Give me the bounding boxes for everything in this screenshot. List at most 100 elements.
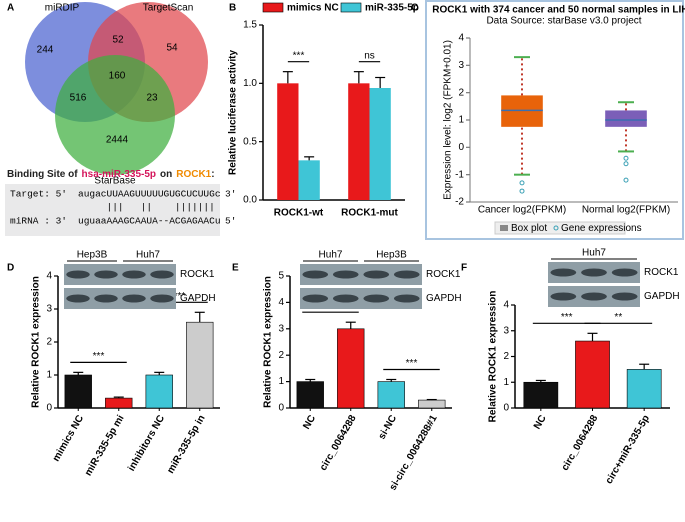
panel-label: F — [461, 263, 467, 274]
legend-swatch — [500, 225, 508, 231]
x-tick-label: miR-335-5p mi — [83, 413, 127, 478]
y-tick-label: 0 — [458, 142, 464, 153]
blot-band — [150, 294, 174, 303]
x-tick-label: inhibitors NC — [126, 413, 167, 473]
bar — [298, 160, 320, 200]
x-tick-label: ROCK1-mut — [341, 208, 398, 219]
y-tick-label: 4 — [503, 300, 509, 311]
seq-suffix: 5' — [225, 216, 236, 227]
blot-group-label: Huh7 — [582, 248, 606, 259]
blot-group-label: Huh7 — [136, 250, 160, 261]
blot-row-label: ROCK1 — [644, 267, 679, 278]
box — [605, 110, 647, 127]
y-tick-label: 0 — [278, 403, 284, 414]
bar — [626, 369, 662, 409]
y-tick-label: 2 — [503, 351, 509, 362]
venn-set-label: TargetScan — [143, 3, 194, 14]
bar — [337, 328, 365, 409]
venn-count: 244 — [37, 45, 54, 56]
seq-prefix: Target: 5' — [10, 189, 67, 200]
y-tick-label: 4 — [278, 297, 284, 308]
y-tick-label: 0 — [46, 403, 52, 414]
bar — [418, 399, 446, 409]
venn-count: 23 — [146, 93, 158, 104]
y-tick-label: 1.0 — [243, 78, 257, 89]
significance-label: *** — [561, 312, 573, 323]
bar — [64, 374, 92, 409]
blot-group-label: Hep3B — [376, 250, 407, 261]
y-axis-label: Relative ROCK1 expression — [263, 276, 274, 408]
binding-title-part: ROCK1 — [176, 169, 211, 180]
legend-swatch — [340, 2, 362, 13]
y-axis-label: Relative ROCK1 expression — [488, 291, 499, 423]
significance-label: *** — [174, 291, 186, 302]
blot-row-label: GAPDH — [644, 291, 680, 302]
bar — [277, 83, 299, 200]
blot-band — [66, 270, 90, 279]
venn-count: 160 — [109, 71, 126, 82]
y-axis-label: Relative luciferase activity — [228, 50, 239, 176]
blot-band — [122, 294, 146, 303]
x-tick-label: miR-335-5p in — [165, 413, 207, 475]
panel-label: D — [7, 263, 14, 274]
blot-band — [611, 268, 638, 277]
bar — [369, 88, 391, 200]
blot-band — [581, 292, 607, 301]
x-tick-label: circ_0064288 — [560, 413, 601, 473]
blot-band — [150, 270, 174, 279]
legend-frame — [494, 221, 626, 235]
y-tick-label: 3 — [503, 325, 509, 336]
y-tick-label: 4 — [458, 33, 464, 44]
blot-band — [302, 294, 329, 303]
blot-row-label: ROCK1 — [180, 269, 215, 280]
panel-label: A — [7, 3, 14, 14]
blot-strip — [64, 264, 176, 285]
x-tick-label: NC — [532, 413, 549, 431]
legend-label: mimics NC — [287, 3, 339, 14]
blot-band — [94, 270, 118, 279]
outlier — [623, 177, 629, 183]
seq-prefix: miRNA : 3' — [10, 216, 67, 227]
y-tick-label: 1 — [503, 377, 509, 388]
blot-band — [550, 268, 577, 277]
y-tick-label: 0.5 — [243, 136, 257, 147]
venn-count: 2444 — [106, 135, 129, 146]
outlier — [623, 155, 629, 161]
blot-band — [332, 270, 359, 279]
blot-band — [393, 294, 420, 303]
bar — [523, 381, 559, 409]
y-tick-label: 2 — [46, 337, 52, 348]
venn-circle — [55, 55, 175, 175]
outlier — [519, 188, 525, 194]
y-axis-label: Relative ROCK1 expression — [31, 276, 42, 408]
panel-label: E — [232, 263, 239, 274]
seq-suffix: 3' — [225, 189, 236, 200]
panel-label: C — [411, 3, 418, 14]
significance-label: ** — [614, 312, 622, 323]
y-tick-label: 2 — [278, 350, 284, 361]
blot-row-label: GAPDH — [180, 293, 216, 304]
blot-row-label: ROCK1 — [426, 269, 461, 280]
y-tick-label: 1 — [278, 376, 284, 387]
chart-subtitle: Data Source: starBase v3.0 project — [486, 16, 641, 27]
blot-strip — [300, 288, 422, 309]
bar — [145, 374, 173, 409]
binding-title-part: hsa-miR-335-5p — [82, 169, 156, 180]
binding-title: Binding Site of hsa-miR-335-5p on ROCK1: — [7, 169, 215, 180]
legend-label: Box plot — [511, 223, 547, 234]
binding-title-part: on — [160, 169, 172, 180]
blot-band — [393, 270, 420, 279]
significance-label: *** — [93, 351, 105, 362]
y-axis-label: Expression level: log2 (FPKM+0.01) — [443, 40, 454, 200]
binding-box — [5, 184, 220, 236]
x-tick-label: circ_0064288 — [318, 413, 359, 473]
blot-band — [611, 292, 638, 301]
binding-title-part: : — [211, 169, 214, 180]
x-tick-label: Cancer log2(FPKM) — [478, 205, 566, 216]
binding-title-part: Binding Site of — [7, 169, 78, 180]
y-tick-label: 3 — [458, 60, 464, 71]
seq: uguaaAAAGCAAUA--ACGAGAACu — [78, 216, 221, 227]
y-tick-label: 0 — [503, 403, 509, 414]
legend-label: Gene expressions — [561, 223, 642, 234]
legend-swatch — [262, 2, 284, 13]
